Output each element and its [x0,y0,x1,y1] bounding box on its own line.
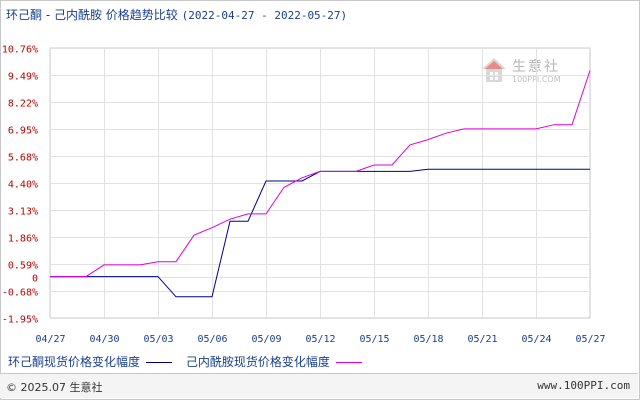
chart-date-range: (2022-04-27 - 2022-05-27) [181,9,348,22]
x-tick-label: 05/15 [359,334,389,345]
x-tick-label: 05/24 [521,334,551,345]
x-tick-label: 05/21 [467,334,497,345]
chart-grid [49,47,591,319]
legend: 环己酮现货价格变化幅度 己内酰胺现货价格变化幅度 [8,353,372,370]
line-chart: 10.76% 9.49% 8.22% 6.95% 5.68% 4.40% 3.13% 1.86… [2,45,606,346]
x-tick-label: 05/03 [143,334,173,345]
y-tick-label: -0.68% [2,288,38,299]
chart-title-text: 环己酮 - 己内酰胺 价格趋势比较 [6,8,178,22]
chart-title: 环己酮 - 己内酰胺 价格趋势比较 (2022-04-27 - 2022-05-… [6,6,347,24]
footer-copyright: © 2025.07 生意社 [6,381,103,394]
x-axis-labels: 04/27 04/30 05/03 05/06 05/09 05/12 05/15 05/18… [35,334,605,345]
y-tick-label: 8.22% [8,99,38,110]
series-line-1 [50,70,591,278]
x-tick-label: 05/12 [305,334,335,345]
x-tick-label: 05/18 [413,334,443,345]
y-tick-label: 1.86% [8,234,38,245]
x-tick-label: 05/09 [251,334,281,345]
x-tick-label: 04/27 [35,334,65,345]
y-tick-label: 0.59% [8,261,38,272]
x-tick-label: 05/27 [575,334,605,345]
y-tick-label: 3.13% [8,207,38,218]
x-tick-label: 04/30 [89,334,119,345]
y-tick-label: 9.49% [8,72,38,83]
series-line-0 [50,168,590,298]
x-tick-label: 05/06 [197,334,227,345]
y-axis-labels: 10.76% 9.49% 8.22% 6.95% 5.68% 4.40% 3.13% 1.86… [2,45,38,326]
y-tick-label: 6.95% [8,126,38,137]
legend-swatch-cyclohexanone [146,362,173,363]
footer: © 2025.07 生意社 www.100PPI.com [0,373,638,398]
y-tick-label: 10.76% [2,45,38,56]
watermark-brand: 生意社 [512,56,560,76]
y-tick-label: 5.68% [8,153,38,164]
y-tick-label: -1.95% [2,315,38,326]
y-tick-label: 0 [32,274,38,285]
legend-swatch-caprolactam [335,362,362,363]
legend-label-cyclohexanone: 环己酮现货价格变化幅度 [8,355,141,369]
y-tick-label: 4.40% [8,180,38,191]
legend-label-caprolactam: 己内酰胺现货价格变化幅度 [185,355,330,369]
chart-series [50,70,591,298]
footer-site-url[interactable]: www.100PPI.com [537,379,630,392]
